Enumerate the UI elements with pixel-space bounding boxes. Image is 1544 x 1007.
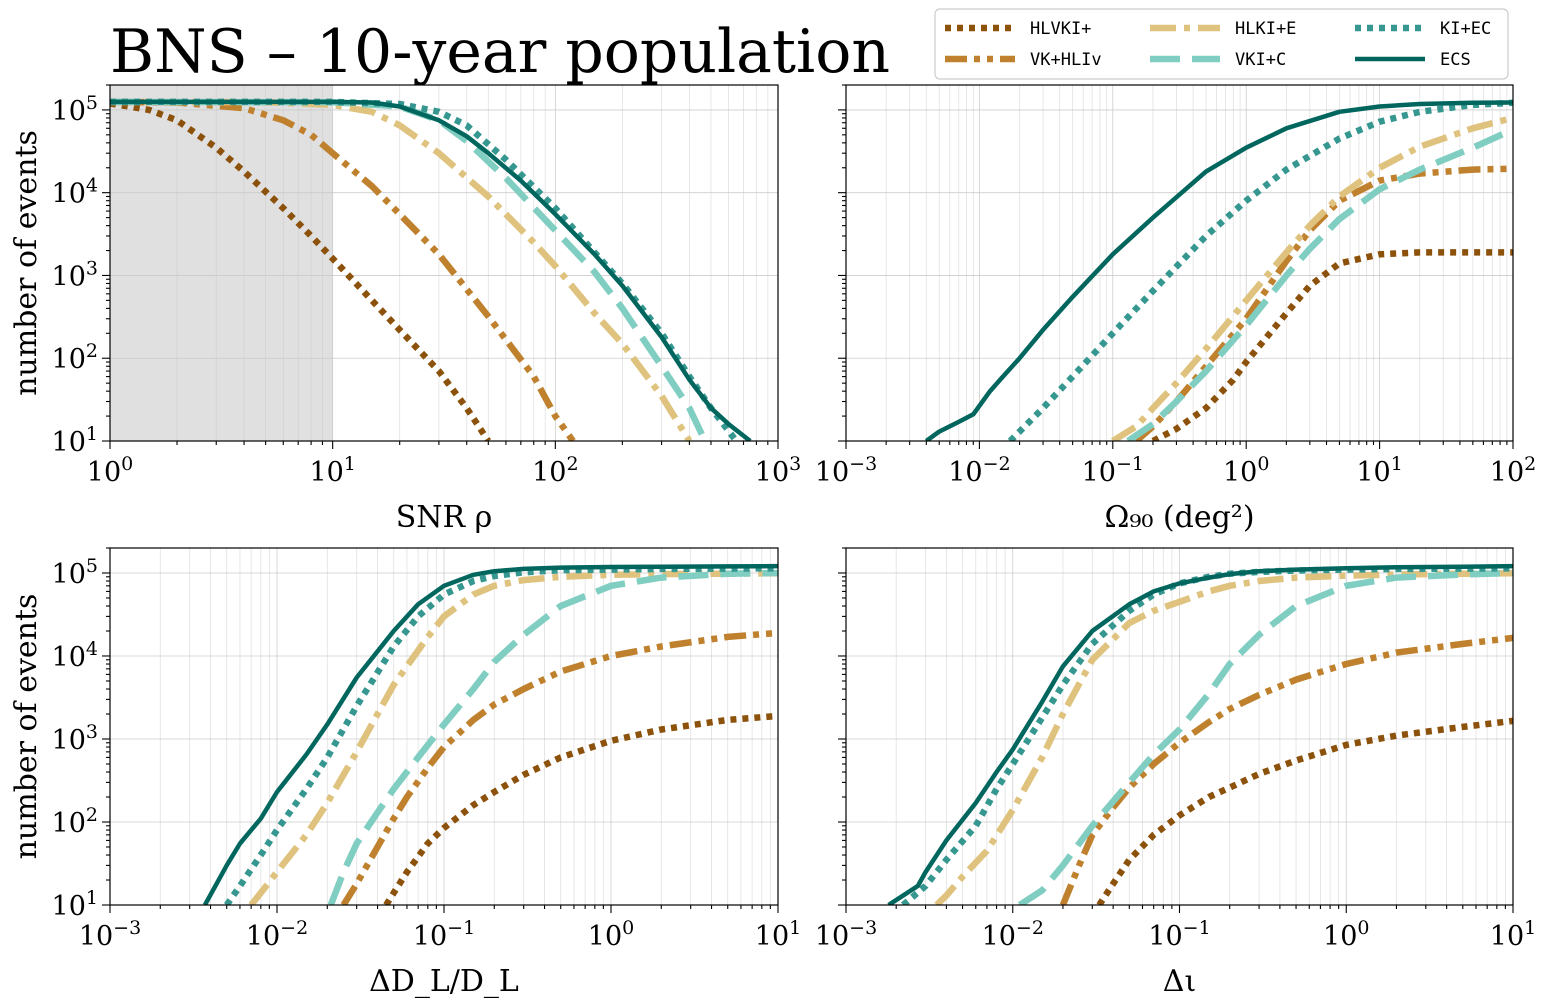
series-vk-hliv bbox=[340, 629, 778, 905]
x-ticks: 10−3 10−2 10−1 100 101 102 bbox=[815, 441, 1536, 488]
series-hlvki- bbox=[110, 100, 492, 441]
series-vk-hliv bbox=[110, 98, 576, 441]
y-tick-label: 101 bbox=[52, 423, 98, 458]
x-axis-label: Δι bbox=[1163, 964, 1196, 999]
legend-entry-hlki-e: HLKI+E bbox=[1150, 19, 1296, 39]
x-tick-label: 10−2 bbox=[246, 917, 308, 952]
x-tick-label: 10−3 bbox=[79, 917, 141, 952]
legend-label: HLVKI+ bbox=[1030, 19, 1091, 39]
x-tick-label: 102 bbox=[532, 453, 578, 488]
series-ecs bbox=[110, 99, 752, 441]
series-hlki-e bbox=[934, 570, 1513, 905]
legend-label: ECS bbox=[1440, 50, 1471, 70]
y-ticks bbox=[838, 547, 846, 906]
legend-box bbox=[934, 8, 1509, 80]
x-tick-label: 10−1 bbox=[413, 917, 475, 952]
series-ecs bbox=[924, 100, 1513, 441]
chart-bottom-left: 10−3 10−2 10−1 100 101 101 102 103 104 105 ΔD_L/D_… bbox=[9, 547, 801, 999]
series-group bbox=[924, 99, 1513, 441]
x-tick-label: 10−3 bbox=[815, 453, 877, 488]
y-tick-label: 103 bbox=[52, 721, 98, 756]
x-tick-label: 101 bbox=[309, 453, 355, 488]
y-tick-label: 103 bbox=[52, 257, 98, 292]
shaded-region bbox=[110, 85, 333, 441]
y-tick-label: 105 bbox=[52, 92, 98, 127]
x-tick-label: 101 bbox=[1356, 453, 1402, 488]
y-ticks: 101 102 103 104 105 bbox=[52, 547, 110, 922]
chart-top-right: 10−3 10−2 10−1 100 101 102 Ω₉₀ (deg²) bbox=[815, 84, 1536, 535]
series-group bbox=[887, 563, 1513, 905]
x-axis-label: Ω₉₀ (deg²) bbox=[1104, 500, 1254, 535]
x-tick-label: 10−2 bbox=[948, 453, 1010, 488]
series-vk-hliv bbox=[1134, 165, 1513, 441]
series-hlki-e bbox=[248, 570, 778, 905]
x-tick-label: 101 bbox=[755, 917, 801, 952]
legend-label: VK+HLIv bbox=[1030, 50, 1102, 70]
axes-frame bbox=[109, 84, 779, 442]
chart-bottom-right: 10−3 10−2 10−1 100 101 Δι bbox=[815, 547, 1536, 999]
x-ticks: 10−3 10−2 10−1 100 101 bbox=[815, 905, 1536, 952]
y-tick-label: 104 bbox=[52, 175, 98, 210]
legend-entry-vk-hliv: VK+HLIv bbox=[945, 50, 1102, 70]
x-tick-label: 100 bbox=[1223, 453, 1269, 488]
series-ecs bbox=[887, 563, 1513, 905]
series-vki-c bbox=[327, 569, 778, 905]
y-ticks: 101 102 103 104 105 bbox=[52, 84, 110, 458]
series-vk-hliv bbox=[1059, 634, 1513, 905]
x-tick-label: 10−1 bbox=[1148, 917, 1210, 952]
x-tick-label: 100 bbox=[588, 917, 634, 952]
legend-entry-hlvki-: HLVKI+ bbox=[945, 19, 1091, 39]
legend-entry-ecs: ECS bbox=[1355, 50, 1471, 70]
series-hlvki- bbox=[383, 712, 778, 905]
y-axis-label: number of events bbox=[9, 130, 44, 396]
legend: HLVKI+ HLKI+E KI+EC VK+HLIv VKI+C ECS bbox=[934, 8, 1509, 80]
legend-entry-vki-c: VKI+C bbox=[1150, 50, 1286, 70]
axes-frame bbox=[845, 84, 1514, 442]
x-tick-label: 10−1 bbox=[1082, 453, 1144, 488]
x-axis-label: SNR ρ bbox=[396, 500, 493, 535]
series-ki-ec bbox=[224, 565, 778, 905]
grid bbox=[845, 548, 1513, 906]
x-tick-label: 103 bbox=[755, 453, 801, 488]
series-vki-c bbox=[1126, 126, 1513, 441]
grid bbox=[109, 548, 778, 906]
legend-label: VKI+C bbox=[1235, 50, 1286, 70]
x-tick-label: 100 bbox=[87, 453, 133, 488]
x-ticks: 10−3 10−2 10−1 100 101 bbox=[79, 905, 801, 952]
x-tick-label: 100 bbox=[1323, 917, 1369, 952]
series-ki-ec bbox=[1007, 99, 1513, 441]
y-tick-label: 101 bbox=[52, 887, 98, 922]
y-tick-label: 102 bbox=[52, 804, 98, 839]
y-tick-label: 105 bbox=[52, 555, 98, 590]
series-hlki-e bbox=[1111, 114, 1513, 441]
x-tick-label: 101 bbox=[1490, 917, 1536, 952]
x-ticks: 100 101 102 103 bbox=[87, 441, 801, 488]
x-tick-label: 102 bbox=[1490, 453, 1536, 488]
y-tick-label: 104 bbox=[52, 638, 98, 673]
series-hlki-e bbox=[110, 98, 693, 441]
legend-entry-ki-ec: KI+EC bbox=[1355, 19, 1491, 39]
y-tick-label: 102 bbox=[52, 340, 98, 375]
x-tick-label: 10−3 bbox=[815, 917, 877, 952]
series-group bbox=[202, 563, 778, 905]
series-group bbox=[110, 98, 752, 441]
legend-label: HLKI+E bbox=[1235, 19, 1296, 39]
y-ticks bbox=[838, 84, 846, 442]
y-axis-label: number of events bbox=[9, 594, 44, 860]
series-hlvki- bbox=[1151, 249, 1513, 441]
figure-title: BNS – 10-year population bbox=[110, 17, 890, 87]
x-axis-label: ΔD_L/D_L bbox=[369, 964, 519, 999]
legend-label: KI+EC bbox=[1440, 19, 1491, 39]
x-tick-label: 10−2 bbox=[982, 917, 1044, 952]
series-ecs bbox=[202, 563, 778, 905]
series-ki-ec bbox=[900, 565, 1513, 905]
